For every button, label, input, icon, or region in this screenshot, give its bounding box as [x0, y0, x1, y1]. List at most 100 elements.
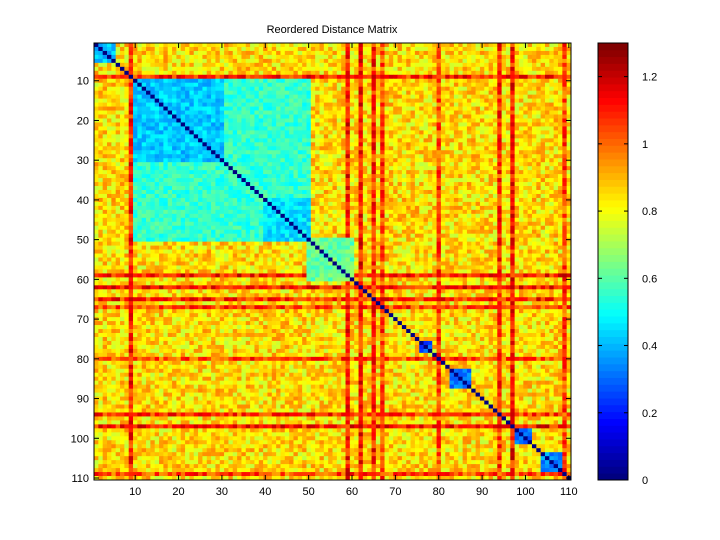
heatmap-cell [315, 142, 320, 147]
heatmap-cell [492, 170, 498, 175]
heatmap-cell [323, 94, 329, 99]
heatmap-cell [488, 170, 494, 175]
heatmap-cell [280, 50, 286, 56]
heatmap-cell [176, 58, 182, 64]
heatmap-cell [297, 209, 303, 215]
heatmap-cell [488, 146, 494, 151]
heatmap-cell [540, 193, 546, 199]
heatmap-cell [323, 86, 329, 92]
heatmap-cell [401, 178, 407, 183]
heatmap-cell [107, 58, 112, 64]
heatmap-cell [232, 114, 238, 119]
heatmap-cell [94, 138, 99, 143]
heatmap-cell [120, 158, 125, 163]
heatmap-cell [150, 150, 156, 155]
heatmap-cell [453, 193, 459, 199]
heatmap-cell [562, 189, 568, 195]
heatmap-cell [185, 82, 190, 88]
heatmap-cell [198, 178, 203, 183]
heatmap-cell [198, 78, 203, 84]
heatmap-cell [501, 86, 507, 92]
heatmap-cell [189, 82, 195, 88]
heatmap-cell [215, 110, 221, 115]
heatmap-cell [397, 90, 403, 95]
heatmap-cell [206, 154, 212, 159]
heatmap-cell [206, 74, 212, 80]
heatmap-cell [280, 158, 286, 163]
heatmap-cell [445, 162, 450, 167]
heatmap-cell [427, 138, 433, 143]
heatmap-cell [146, 209, 151, 215]
heatmap-cell [250, 54, 255, 60]
heatmap-cell [159, 134, 164, 139]
heatmap-cell [518, 66, 524, 72]
heatmap-cell [258, 66, 264, 72]
heatmap-cell [94, 46, 99, 52]
heatmap-cell [536, 150, 541, 155]
heatmap-cell [440, 217, 446, 223]
heatmap-cell [120, 70, 125, 76]
heatmap-cell [206, 50, 212, 56]
heatmap-cell [436, 217, 442, 223]
heatmap-cell [293, 217, 299, 223]
heatmap-cell [397, 197, 403, 203]
heatmap-cell [336, 150, 342, 155]
heatmap-cell [432, 182, 437, 187]
heatmap-cell [206, 114, 212, 119]
heatmap-cell [341, 154, 346, 159]
heatmap-cell [111, 193, 117, 199]
heatmap-cell [328, 134, 333, 139]
heatmap-cell [332, 197, 338, 203]
heatmap-cell [276, 162, 281, 167]
heatmap-cell [380, 150, 385, 155]
heatmap-cell [475, 166, 481, 171]
heatmap-cell [202, 102, 208, 107]
heatmap-cell [510, 197, 515, 203]
heatmap-cell [393, 106, 398, 111]
heatmap-cell [245, 182, 251, 187]
heatmap-cell [419, 186, 424, 191]
heatmap-cell [484, 197, 489, 203]
heatmap-cell [202, 217, 208, 223]
heatmap-cell [111, 118, 117, 123]
heatmap-cell [362, 58, 368, 64]
heatmap-cell [102, 74, 108, 80]
heatmap-cell [319, 162, 325, 167]
heatmap-cell [471, 78, 476, 84]
heatmap-cell [410, 94, 416, 99]
heatmap-cell [228, 182, 234, 187]
heatmap-cell [141, 82, 147, 88]
heatmap-cell [215, 102, 221, 107]
heatmap-cell [518, 182, 524, 187]
heatmap-cell [466, 86, 472, 92]
heatmap-cell [518, 170, 524, 175]
heatmap-cell [367, 110, 372, 115]
heatmap-cell [549, 54, 555, 60]
heatmap-cell [267, 154, 273, 159]
heatmap-cell [159, 122, 164, 127]
heatmap-cell [124, 54, 130, 60]
heatmap-cell [328, 62, 333, 68]
heatmap-cell [306, 114, 312, 119]
heatmap-cell [111, 134, 117, 139]
heatmap-cell [553, 178, 559, 183]
heatmap-cell [388, 90, 394, 95]
heatmap-cell [315, 150, 320, 155]
heatmap-cell [436, 86, 442, 92]
heatmap-cell [345, 138, 351, 143]
heatmap-cell [111, 122, 117, 127]
heatmap-cell [280, 178, 286, 183]
heatmap-cell [497, 58, 502, 64]
heatmap-cell [453, 126, 459, 131]
heatmap-cell [189, 174, 195, 179]
heatmap-cell [453, 62, 459, 68]
heatmap-cell [492, 114, 498, 119]
heatmap-cell [540, 43, 546, 48]
heatmap-cell [497, 43, 502, 48]
heatmap-cell [440, 58, 446, 64]
heatmap-cell [488, 114, 494, 119]
heatmap-cell [289, 70, 294, 76]
heatmap-cell [111, 154, 117, 159]
heatmap-cell [219, 193, 225, 199]
heatmap-cell [310, 134, 316, 139]
